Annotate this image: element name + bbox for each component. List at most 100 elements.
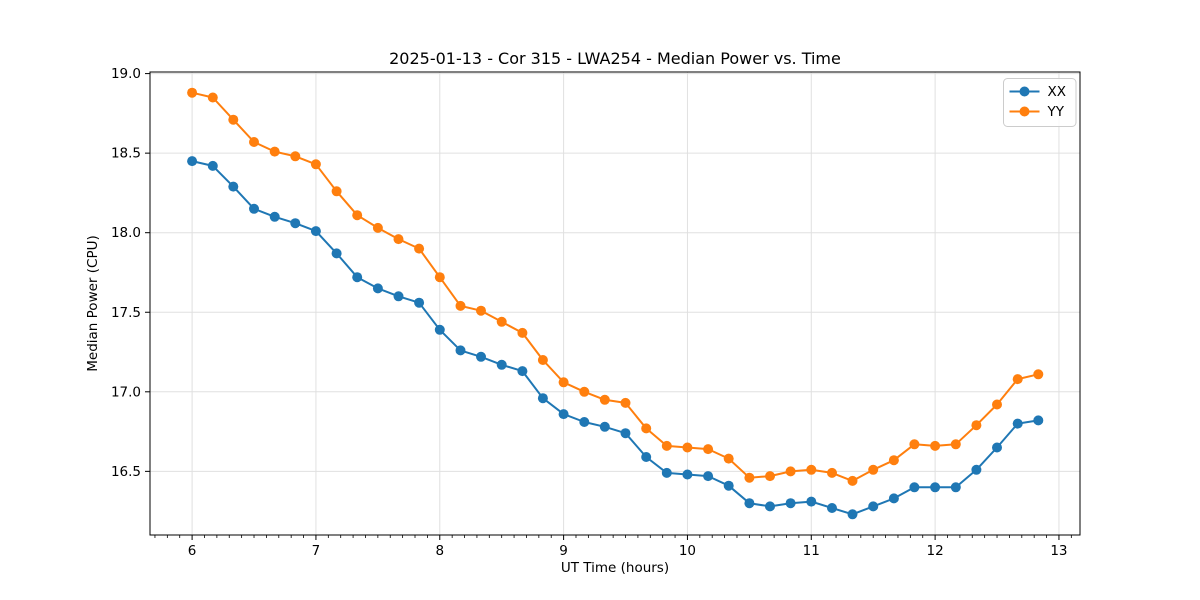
series-YY-marker <box>847 475 858 486</box>
legend-marker-sample <box>1019 86 1030 97</box>
series-XX-marker <box>1012 418 1023 429</box>
series-XX-marker <box>434 324 445 335</box>
legend-label-YY: YY <box>1047 104 1065 120</box>
series-XX-marker <box>703 471 714 482</box>
series-XX-marker <box>682 469 693 480</box>
series-YY-marker <box>393 234 404 245</box>
series-XX-marker <box>868 501 879 512</box>
x-tick-label: 8 <box>435 543 444 559</box>
series-YY-marker <box>827 467 837 478</box>
y-tick-label: 16.5 <box>111 464 141 480</box>
x-axis-label: UT Time (hours) <box>561 560 669 576</box>
series-XX-marker <box>331 248 342 259</box>
y-tick-label: 18.0 <box>111 225 141 241</box>
series-XX-marker <box>393 291 404 302</box>
series-YY-marker <box>888 455 899 466</box>
series-YY-marker <box>228 114 239 125</box>
series-YY-marker <box>476 305 486 316</box>
series-YY-marker <box>517 327 528 338</box>
x-tick-label: 9 <box>559 543 568 559</box>
series-XX-marker <box>455 345 466 356</box>
series-YY-marker <box>496 316 507 327</box>
y-axis-label: Median Power (CPU) <box>85 235 101 371</box>
series-XX-marker <box>249 203 259 214</box>
series-YY-marker <box>558 377 569 388</box>
series-YY-marker <box>372 222 383 233</box>
x-tick-label: 11 <box>803 543 820 559</box>
legend-marker-sample <box>1019 106 1030 117</box>
series-XX-marker <box>765 501 775 512</box>
series-XX-line <box>191 160 1039 516</box>
series-XX-marker <box>496 359 507 370</box>
series-YY-marker <box>682 442 693 453</box>
series-YY-marker <box>620 397 631 408</box>
series-XX-marker <box>641 452 652 462</box>
series-XX-marker <box>971 464 982 475</box>
chart-title: 2025-01-13 - Cor 315 - LWA254 - Median P… <box>389 49 841 68</box>
series-YY-marker <box>909 439 920 450</box>
series-YY-marker <box>744 472 755 483</box>
series-XX-marker <box>827 503 837 513</box>
series-YY-marker <box>310 159 321 170</box>
series-YY-marker <box>352 210 363 221</box>
series-XX-marker <box>476 351 486 362</box>
x-tick-label: 13 <box>1050 543 1067 559</box>
series-YY-marker <box>723 453 734 464</box>
series-XX-marker <box>352 272 363 283</box>
x-tick-label: 12 <box>927 543 944 559</box>
series-XX-marker <box>806 496 817 507</box>
series-YY-marker <box>434 272 445 283</box>
series-layer <box>187 87 1044 520</box>
series-XX-marker <box>290 218 301 229</box>
series-XX-marker <box>785 498 796 509</box>
series-YY-marker <box>992 399 1002 410</box>
series-XX-marker <box>723 480 734 491</box>
y-tick-label: 17.0 <box>111 384 141 400</box>
series-YY-marker <box>950 439 961 450</box>
series-XX-marker <box>372 283 383 294</box>
series-YY-marker <box>641 423 652 434</box>
series-YY-marker <box>269 146 280 157</box>
series-XX-marker <box>620 428 631 439</box>
series-YY-marker <box>599 394 610 405</box>
series-YY-marker <box>930 440 941 451</box>
plot-border <box>149 71 1081 536</box>
series-XX-marker <box>909 482 920 493</box>
series-XX-marker <box>992 442 1002 453</box>
series-XX-marker <box>269 211 280 222</box>
series-YY-marker <box>331 186 342 197</box>
series-YY-marker <box>455 300 466 311</box>
series-XX-marker <box>744 498 755 509</box>
y-tick-label: 18.5 <box>111 146 141 162</box>
legend: XX YY <box>1003 78 1077 127</box>
series-YY-marker <box>249 137 259 147</box>
series-YY-marker <box>1033 369 1044 380</box>
series-YY-marker <box>579 386 590 397</box>
y-tick-label: 17.5 <box>111 305 141 321</box>
series-YY-marker <box>187 87 198 98</box>
series-YY-line <box>191 91 1039 482</box>
series-XX-marker <box>930 482 941 493</box>
series-YY-marker <box>290 151 301 162</box>
series-XX-marker <box>950 482 961 493</box>
series-XX-marker <box>599 421 610 432</box>
series-YY-marker <box>868 464 879 475</box>
series-XX-marker <box>228 181 239 192</box>
y-tick-label: 19.0 <box>111 66 141 82</box>
series-YY-marker <box>207 92 218 103</box>
series-XX-marker <box>537 393 548 404</box>
series-YY-marker <box>1012 374 1023 385</box>
x-tick-label: 6 <box>188 543 197 559</box>
axis-layer: 6 7 8 9 10 11 12 13 16.5 17.0 17.5 18.0 18.5 19.0 <box>111 66 1081 559</box>
series-XX-marker <box>661 467 672 478</box>
series-YY-marker <box>414 243 425 254</box>
series-XX-marker <box>207 160 218 171</box>
series-XX-marker <box>414 297 425 308</box>
series-XX-marker <box>847 509 858 520</box>
series-XX-marker <box>310 226 321 237</box>
series-YY-marker <box>537 355 548 365</box>
series-YY-marker <box>785 466 796 477</box>
series-XX-marker <box>558 409 569 420</box>
series-YY-marker <box>661 440 672 451</box>
